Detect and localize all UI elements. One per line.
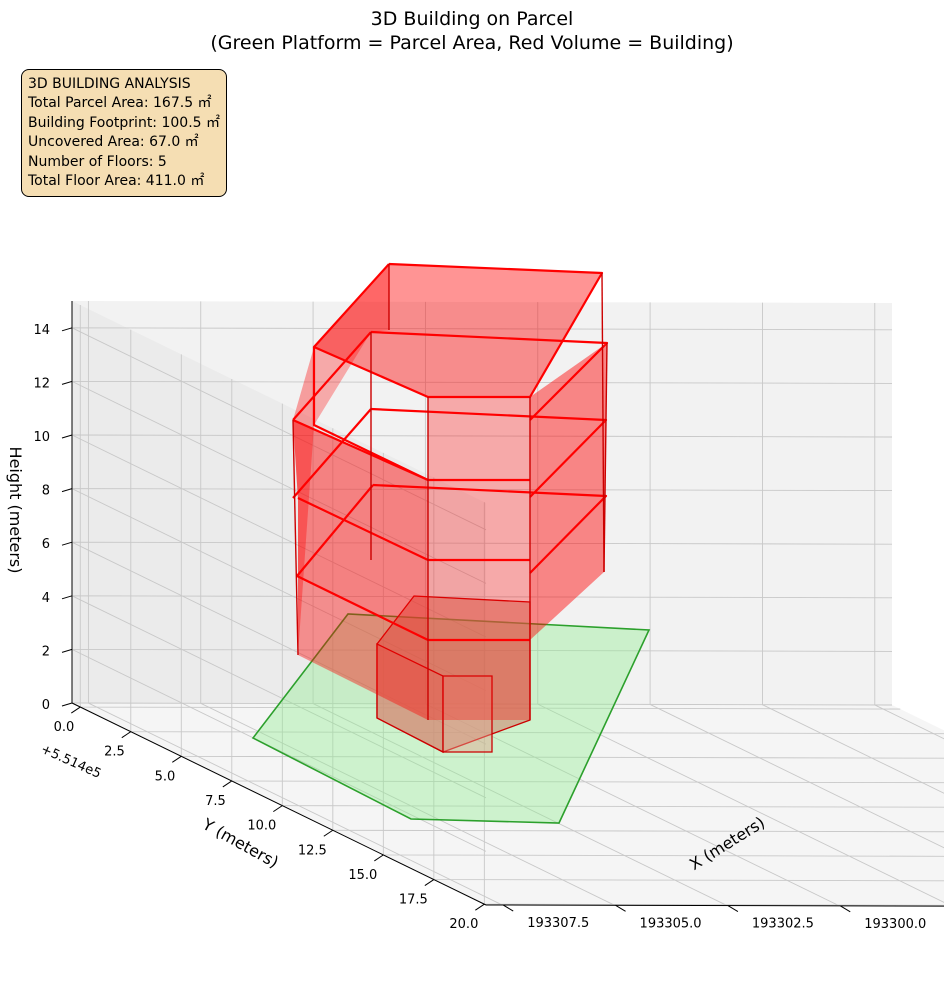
x-tick-mark bbox=[502, 904, 514, 912]
info-box-line: Number of Floors: 5 bbox=[28, 153, 167, 170]
chart-title-line-1: 3D Building on Parcel bbox=[371, 8, 574, 30]
building-top-face bbox=[314, 264, 602, 397]
y-tick-label: 7.5 bbox=[205, 794, 226, 809]
y-tick-label: 2.5 bbox=[104, 745, 125, 760]
z-tick-mark bbox=[61, 648, 73, 653]
building-vertical-edge bbox=[603, 342, 608, 573]
building-face-front bbox=[298, 578, 428, 720]
building-floor-edge bbox=[312, 347, 429, 481]
z-tick-mark bbox=[61, 488, 73, 493]
x-tick-label: 193302.5 bbox=[752, 917, 814, 932]
z-tick-label: 14 bbox=[33, 323, 50, 338]
y-tick-mark bbox=[222, 780, 233, 788]
geometry bbox=[251, 262, 651, 824]
x-tick-mark bbox=[615, 904, 626, 912]
z-tick-mark bbox=[61, 434, 73, 439]
y-tick-label: 17.5 bbox=[399, 893, 428, 908]
x-tick-label: 193300.0 bbox=[864, 917, 926, 932]
y-axis-line bbox=[71, 702, 487, 906]
building-vertical-edge bbox=[292, 419, 299, 656]
x-gridline bbox=[649, 302, 944, 849]
info-box-line: Total Floor Area: 411.0 ㎡ bbox=[28, 173, 205, 190]
y-tick-mark bbox=[424, 879, 435, 886]
z-tick-label: 10 bbox=[33, 430, 50, 445]
z-tick-label: 8 bbox=[42, 484, 50, 499]
x-gridline bbox=[874, 302, 944, 740]
z-tick-label: 12 bbox=[33, 376, 50, 391]
x-gridline bbox=[537, 302, 944, 903]
z-tick-label: 4 bbox=[42, 591, 50, 606]
building-vertical-edge bbox=[601, 272, 605, 573]
z-tick-mark bbox=[61, 380, 73, 385]
z-axis-label: Height (meters) bbox=[6, 447, 25, 574]
building-floor-edge bbox=[312, 262, 604, 399]
x-tick-mark bbox=[727, 905, 739, 913]
axis-lines bbox=[61, 301, 944, 913]
info-box-line: Building Footprint: 100.5 ㎡ bbox=[28, 114, 221, 131]
y-tick-label: 12.5 bbox=[298, 843, 327, 858]
y-tick-label: 5.0 bbox=[155, 769, 176, 784]
info-box-line: Uncovered Area: 67.0 ㎡ bbox=[28, 134, 199, 151]
y-tick-mark bbox=[475, 903, 485, 911]
analysis-info-box: 3D BUILDING ANALYSIS Total Parcel Area: … bbox=[21, 69, 227, 197]
chart-title-line-2: (Green Platform = Parcel Area, Red Volum… bbox=[210, 32, 733, 54]
z-tick-label: 0 bbox=[42, 698, 50, 713]
y-tick-label: 20.0 bbox=[449, 917, 478, 932]
info-box-line: 3D BUILDING ANALYSIS bbox=[28, 76, 191, 92]
building-back-face bbox=[314, 264, 389, 425]
building-face-middle bbox=[428, 397, 530, 720]
building-floor-edge bbox=[296, 484, 374, 577]
y-tick-mark bbox=[172, 755, 182, 763]
x-tick-label: 193307.5 bbox=[527, 916, 589, 931]
building-floor-edge bbox=[372, 483, 608, 574]
x-axis-line bbox=[485, 904, 944, 907]
building-lower-wing-face bbox=[442, 675, 493, 753]
info-box-line: Total Parcel Area: 167.5 ㎡ bbox=[28, 95, 212, 112]
x-gridline bbox=[87, 301, 503, 906]
y-tick-label: 0.0 bbox=[54, 720, 75, 735]
y-tick-label: 10.0 bbox=[247, 819, 276, 834]
y-tick-mark bbox=[323, 829, 334, 837]
z-tick-mark bbox=[61, 595, 73, 600]
building-floor-edge bbox=[292, 408, 372, 499]
x-tick-mark bbox=[839, 905, 851, 913]
z-tick-mark bbox=[61, 541, 73, 546]
tick-labels: 02468101214193290.0193292.5193295.019329… bbox=[33, 323, 926, 932]
y-tick-mark bbox=[273, 805, 283, 813]
y-axis-offset-text: +5.514e5 bbox=[38, 742, 103, 782]
x-gridline bbox=[200, 301, 615, 906]
x-tick-label: 193305.0 bbox=[640, 916, 702, 931]
building-floor-edge bbox=[292, 331, 372, 421]
y-tick-mark bbox=[71, 706, 81, 714]
y-tick-mark bbox=[121, 731, 132, 739]
building-face-front bbox=[293, 420, 428, 560]
z-tick-mark bbox=[61, 702, 73, 707]
z-tick-label: 6 bbox=[42, 537, 50, 552]
y-tick-mark bbox=[374, 854, 384, 862]
x-gridline bbox=[761, 302, 944, 794]
z-tick-label: 2 bbox=[42, 644, 50, 659]
y-tick-label: 15.0 bbox=[348, 868, 377, 883]
z-tick-mark bbox=[61, 327, 73, 332]
x-gridline bbox=[312, 301, 728, 906]
